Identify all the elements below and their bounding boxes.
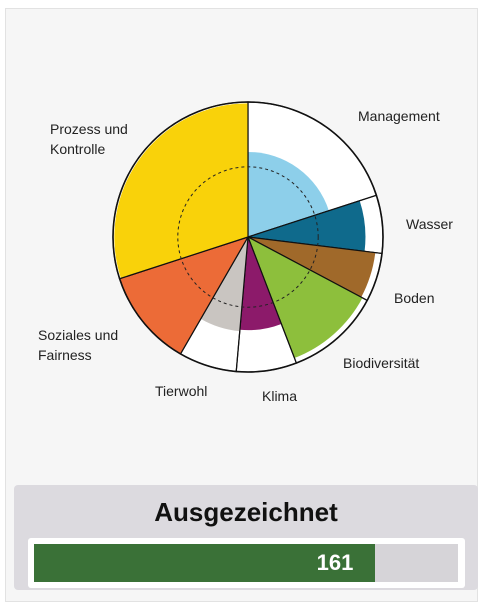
progress-track: 161 <box>34 544 458 582</box>
sector-label: Wasser <box>406 216 453 232</box>
score: 161 <box>316 550 354 575</box>
sector-value <box>114 103 248 279</box>
progress-fill: 161 <box>34 544 376 582</box>
rating-label: Ausgezeichnet <box>154 497 338 527</box>
sector-value <box>248 151 329 237</box>
sector-value <box>248 200 366 252</box>
sector-value <box>239 237 282 331</box>
outer-ring <box>112 101 384 373</box>
polar-chart <box>112 101 384 373</box>
sector-label: Klima <box>262 388 298 404</box>
sector-label: Biodiversität <box>343 355 420 371</box>
progress-box: 161 <box>28 538 465 588</box>
sector-value <box>119 237 249 354</box>
reference-ring <box>177 166 319 308</box>
sector-label: Soziales und Fairness <box>38 327 119 363</box>
sector-label: Tierwohl <box>155 383 208 399</box>
sector-value <box>248 237 363 358</box>
sector-label: Prozess und Kontrolle <box>50 121 128 157</box>
sector-value <box>200 237 248 332</box>
rating-panel: Ausgezeichnet 161 <box>14 485 478 590</box>
sector-label: Management <box>358 108 440 124</box>
sector-label: Boden <box>394 290 435 306</box>
